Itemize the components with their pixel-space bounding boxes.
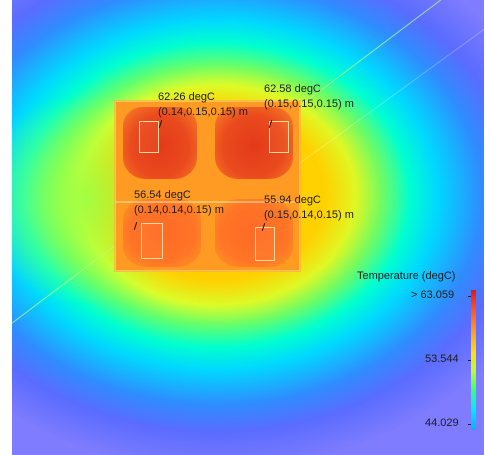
probe-value: 55.94 degC [264, 194, 321, 206]
probe-label-3: 56.54 degC (0.14,0.14,0.15) m [134, 188, 224, 218]
colorbar-tick-mark [468, 360, 471, 361]
probe-coords: (0.15,0.14,0.15) m [264, 209, 354, 221]
colorbar [471, 290, 476, 430]
probe-coords: (0.14,0.15,0.15) m [158, 106, 248, 118]
chip-bottom-left [141, 223, 163, 259]
block-divider [115, 201, 300, 203]
chip-top-left [139, 121, 159, 153]
colorbar-tick-mark [468, 424, 471, 425]
probe-label-1: 62.26 degC (0.14,0.15,0.15) m [158, 90, 248, 120]
probe-value: 56.54 degC [134, 189, 191, 201]
probe-value: 62.58 degC [264, 83, 321, 95]
colorbar-tick-label-mid: 53.544 [425, 353, 459, 365]
chip-bottom-right [255, 227, 275, 261]
colorbar-title: Temperature (degC) [357, 270, 456, 282]
block-outline [115, 101, 300, 271]
simulation-viewport[interactable] [12, 0, 484, 455]
hot-spot-top-left [123, 107, 197, 179]
probe-value: 62.26 degC [158, 91, 215, 103]
heater-block [115, 101, 300, 271]
probe-label-4: 55.94 degC (0.15,0.14,0.15) m [264, 193, 354, 223]
probe-coords: (0.15,0.15,0.15) m [264, 98, 354, 110]
probe-coords: (0.14,0.14,0.15) m [134, 204, 224, 216]
hot-spot-top-right [215, 107, 293, 179]
warm-spot-bottom-right [215, 199, 293, 267]
colorbar-tick-label-max: > 63.059 [411, 289, 455, 301]
colorbar-tick-mark [468, 296, 471, 297]
colorbar-tick-label-min: 44.029 [425, 417, 459, 429]
chip-top-right [269, 121, 289, 153]
probe-label-2: 62.58 degC (0.15,0.15,0.15) m [264, 82, 354, 112]
